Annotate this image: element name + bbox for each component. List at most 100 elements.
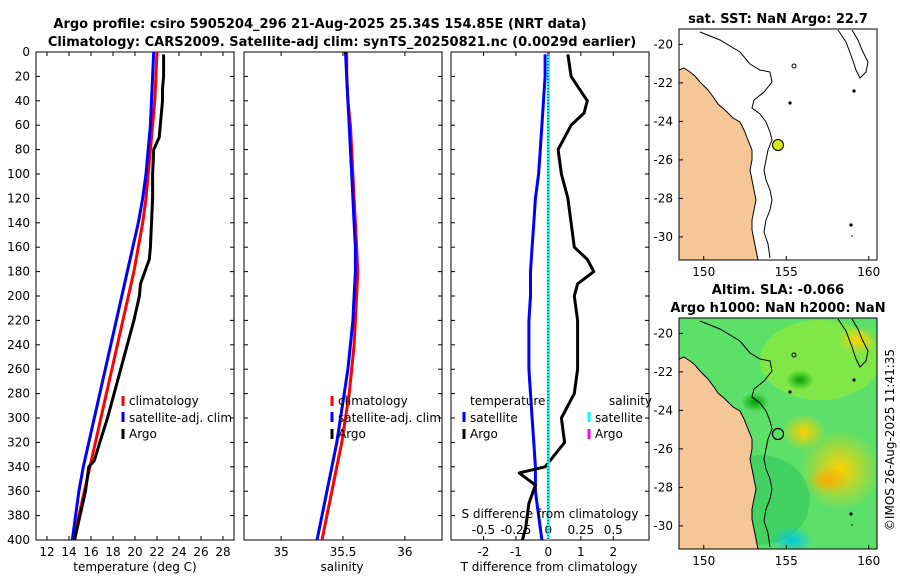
- sst-map-frame: [678, 28, 878, 261]
- series-satellite-adj-clim: [315, 51, 357, 541]
- argo-location-marker: [771, 427, 785, 441]
- y-tick-label: 0: [22, 45, 30, 59]
- y-tick-label: 400: [7, 533, 30, 547]
- x-tick-label: 0: [545, 545, 553, 559]
- salinity-xlabel: salinity: [320, 560, 363, 574]
- sst-map: [679, 29, 877, 260]
- difference-axes: [450, 51, 650, 541]
- map-y-tick-label: -22: [653, 76, 673, 90]
- map-x-tick-label: 155: [775, 265, 798, 279]
- x-tick-label: -1: [510, 545, 522, 559]
- y-tick-label: 100: [7, 167, 30, 181]
- x-tick-label-top: 0.25: [567, 523, 594, 537]
- x-tick-label-top: 0.5: [604, 523, 623, 537]
- land-australia: [679, 356, 759, 549]
- legend-label-climatology: climatology: [129, 394, 199, 408]
- legend-label-t-argo: Argo: [470, 427, 498, 441]
- x-tick-label: 28: [215, 545, 230, 559]
- seamount: [851, 524, 853, 526]
- legend-label-satellite-adj: satellite-adj. clim: [338, 411, 441, 425]
- map-y-tick-label: -30: [653, 519, 673, 533]
- map-y-tick-label: -24: [653, 403, 673, 417]
- map-x-tick-label: 160: [857, 554, 880, 568]
- legend-label-satellite-adj: satellite-adj. clim: [129, 411, 232, 425]
- sla-map-frame: [678, 317, 878, 550]
- y-tick-label: 60: [15, 118, 30, 132]
- seamount: [852, 89, 856, 93]
- y-tick-label: 300: [7, 411, 30, 425]
- x-tick-label: 35.5: [330, 545, 357, 559]
- reef-contour: [837, 318, 869, 368]
- map-y-tick-label: -24: [653, 114, 673, 128]
- map-y-tick-label: -22: [653, 365, 673, 379]
- sla-map-title-1: Altim. SLA: -0.066: [712, 283, 844, 298]
- difference-xlabel: T difference from climatology: [460, 560, 638, 574]
- y-tick-label: 120: [7, 191, 30, 205]
- x-tick-label: 16: [83, 545, 98, 559]
- x-tick-label: 20: [127, 545, 142, 559]
- y-tick-label: 280: [7, 387, 30, 401]
- reef-contour: [837, 29, 869, 79]
- legend-title-temperature: temperature: [470, 394, 545, 408]
- y-tick-label: 40: [15, 94, 30, 108]
- map-y-tick-label: -28: [653, 480, 673, 494]
- map-x-tick-label: 150: [692, 265, 715, 279]
- map-x-tick-label: 160: [857, 265, 880, 279]
- y-tick-label: 20: [15, 69, 30, 83]
- temperature-axes: [35, 51, 235, 541]
- legend-title-salinity: salinity: [609, 394, 652, 408]
- map-y-tick-label: -26: [653, 153, 673, 167]
- map-y-tick-label: -20: [653, 326, 673, 340]
- title-line-1: Argo profile: csiro 5905204_296 21-Aug-2…: [53, 17, 586, 32]
- y-tick-label: 240: [7, 338, 30, 352]
- x-tick-label: 24: [171, 545, 186, 559]
- map-x-tick-label: 150: [692, 554, 715, 568]
- y-tick-label: 220: [7, 313, 30, 327]
- x-tick-label-top: -0.5: [472, 523, 495, 537]
- y-tick-label: 160: [7, 240, 30, 254]
- map-x-tick-label: 155: [775, 554, 798, 568]
- legend-label-s-argo: Argo: [595, 427, 623, 441]
- map-y-tick-label: -26: [653, 442, 673, 456]
- seamount: [849, 512, 853, 516]
- title-line-2: Climatology: CARS2009. Satellite-adj cli…: [48, 35, 636, 50]
- salinity-legend: climatology satellite-adj. clim Argo: [330, 394, 441, 441]
- series-t-satellite: [527, 54, 547, 541]
- y-tick-label: 200: [7, 289, 30, 303]
- seamount: [849, 223, 853, 227]
- difference-xlabel-top: S difference from climatology: [462, 507, 639, 521]
- x-tick-label: 12: [39, 545, 54, 559]
- seamount: [788, 390, 792, 394]
- y-tick-label: 180: [7, 265, 30, 279]
- sla-map-title-2: Argo h1000: NaN h2000: NaN: [670, 301, 885, 316]
- series-climatology: [73, 51, 159, 541]
- shelf-contour: [699, 320, 773, 548]
- map-y-tick-label: -30: [653, 230, 673, 244]
- land-australia: [679, 67, 759, 260]
- map-y-tick-label: -20: [653, 37, 673, 51]
- sst-map-title: sat. SST: NaN Argo: 22.7: [688, 12, 868, 27]
- legend-label-climatology: climatology: [338, 394, 408, 408]
- salinity-axes: [243, 51, 443, 541]
- seamount: [791, 352, 797, 358]
- argo-location-marker: [772, 139, 784, 151]
- seamount: [791, 63, 797, 69]
- series-climatology: [320, 52, 360, 541]
- seamount: [788, 101, 792, 105]
- map-y-tick-label: -28: [653, 191, 673, 205]
- y-tick-label: 340: [7, 460, 30, 474]
- seamount: [852, 378, 856, 382]
- series-t-argo: [517, 54, 596, 541]
- x-tick-label: 36: [397, 545, 412, 559]
- legend-label-t-satellite: satellite: [470, 411, 518, 425]
- imos-timestamp: ©IMOS 26-Aug-2025 11:41:35: [883, 349, 897, 531]
- y-tick-label: 80: [15, 143, 30, 157]
- series-satellite-adj-clim: [70, 51, 156, 541]
- x-tick-label: 2: [609, 545, 617, 559]
- shelf-contour: [699, 31, 773, 259]
- y-tick-label: 320: [7, 435, 30, 449]
- x-tick-label: 26: [193, 545, 208, 559]
- x-tick-label: 14: [61, 545, 76, 559]
- y-tick-label: 140: [7, 216, 30, 230]
